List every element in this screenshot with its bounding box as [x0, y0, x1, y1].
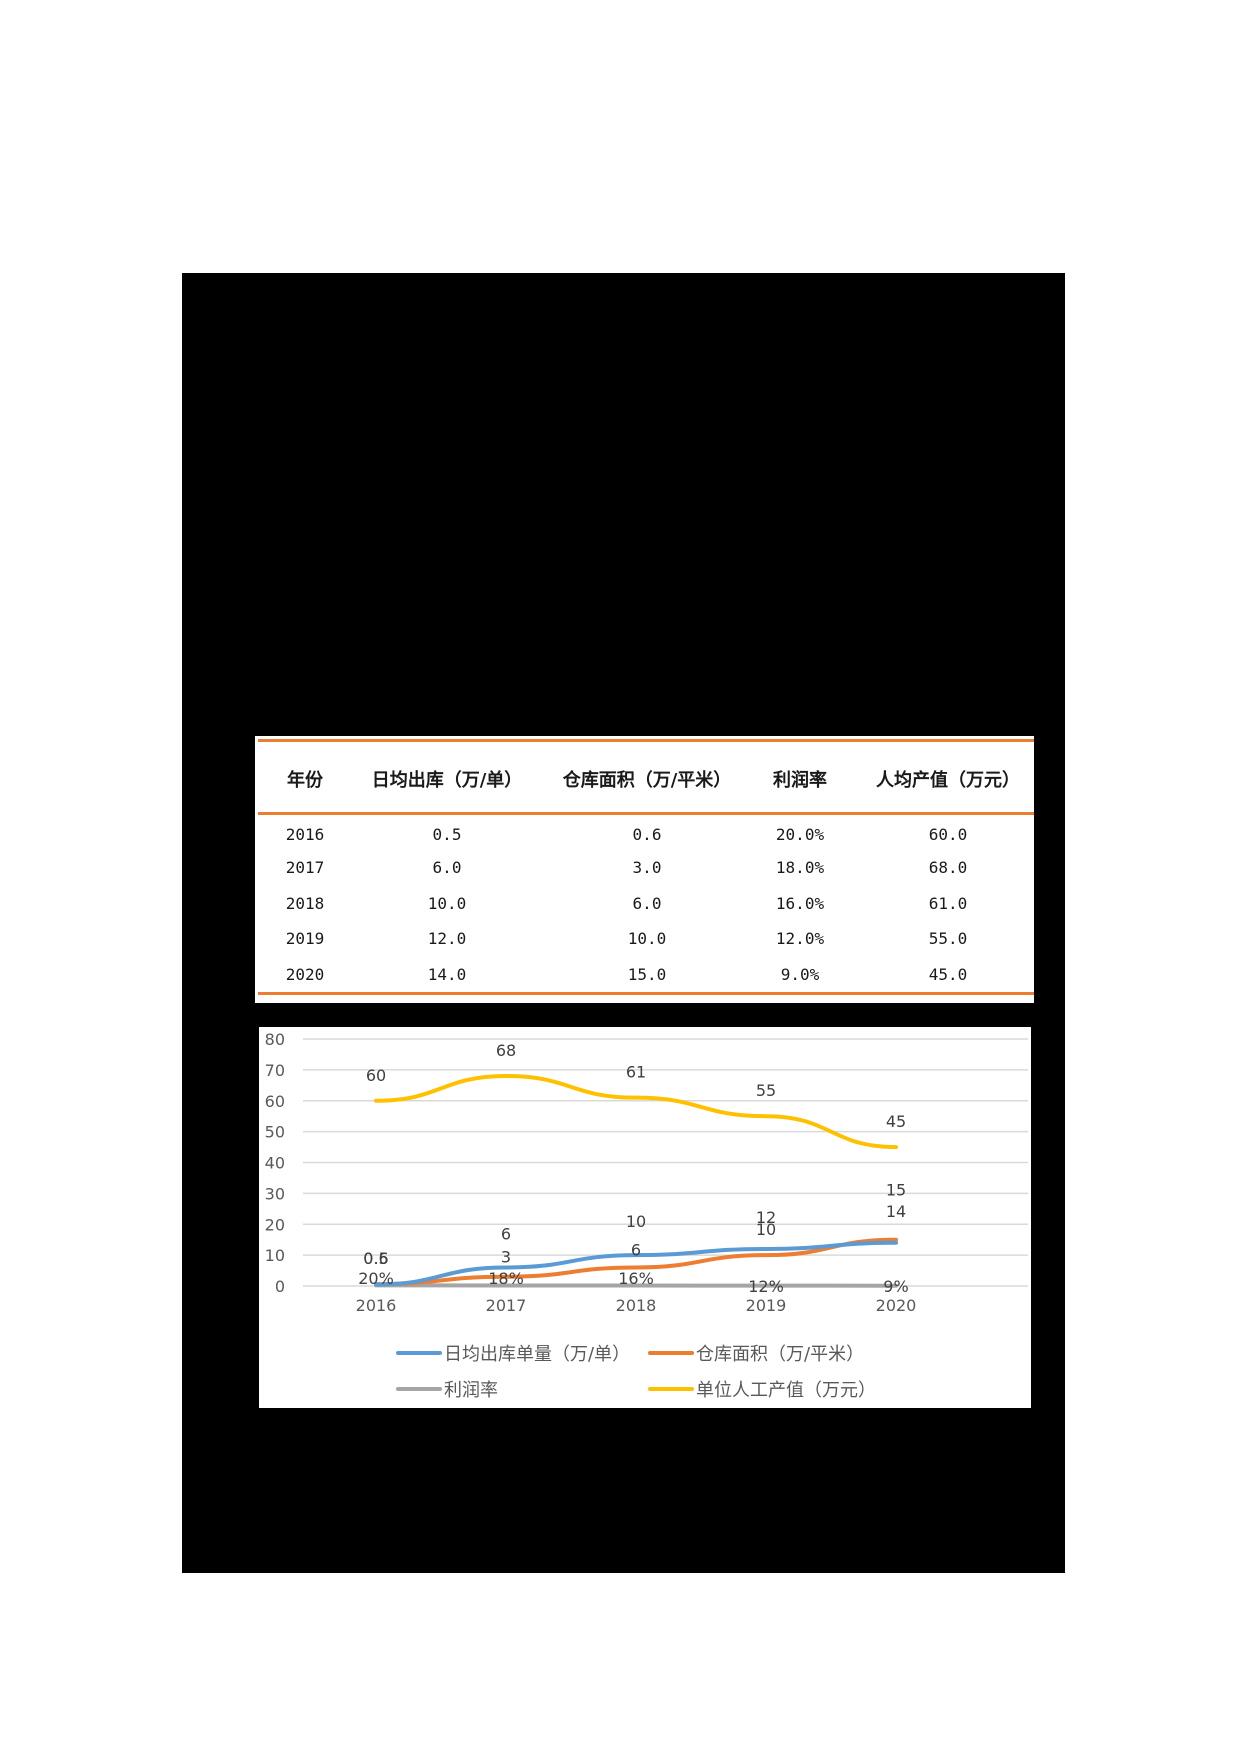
table-cell: 2020: [285, 965, 325, 984]
table-cell: 16.0%: [775, 894, 825, 913]
x-tick-label: 2019: [746, 1296, 787, 1315]
series-line: [374, 1237, 898, 1287]
table-top-rule: [258, 739, 1034, 742]
data-label: 6: [501, 1224, 511, 1243]
data-label: 12%: [748, 1277, 784, 1296]
table-cell: 9.0%: [780, 965, 820, 984]
legend-item-profit-rate: 利润率: [396, 1376, 498, 1402]
y-tick-label: 10: [265, 1246, 285, 1265]
data-label: 55: [756, 1081, 776, 1100]
y-tick-label: 70: [265, 1061, 285, 1080]
series-line: [374, 1074, 898, 1150]
header-warehouse-area: 仓库面积（万/平米）: [562, 770, 732, 791]
data-label: 16%: [618, 1269, 654, 1288]
legend-item-daily-outbound: 日均出库单量（万/单）: [396, 1340, 630, 1366]
table-cell: 55.0: [928, 929, 968, 948]
y-tick-label: 20: [265, 1215, 285, 1234]
y-tick-label: 60: [265, 1092, 285, 1111]
table-cell: 6.0: [432, 858, 462, 877]
data-label: 10: [756, 1220, 776, 1239]
data-label: 45: [886, 1112, 906, 1131]
data-label: 10: [626, 1212, 646, 1231]
table-cell: 0.5: [432, 825, 462, 844]
legend-swatch: [648, 1387, 694, 1391]
table-cell: 2019: [285, 929, 325, 948]
header-daily-outbound: 日均出库（万/单）: [371, 770, 523, 791]
y-tick-label: 30: [265, 1184, 285, 1203]
table-cell: 10.0: [627, 929, 667, 948]
data-label: 12: [756, 1208, 776, 1227]
table-cell: 12.0: [427, 929, 467, 948]
y-tick-label: 80: [265, 1030, 285, 1049]
data-label: 14: [886, 1202, 906, 1221]
table-cell: 10.0: [427, 894, 467, 913]
table-cell: 0.6: [632, 825, 662, 844]
table-cell: 15.0: [627, 965, 667, 984]
data-label: 0.5: [363, 1249, 388, 1268]
data-label: 9%: [883, 1277, 908, 1296]
header-year: 年份: [287, 770, 323, 791]
x-tick-label: 2016: [356, 1296, 397, 1315]
table-cell: 14.0: [427, 965, 467, 984]
legend-item-per-capita-output: 单位人工产值（万元）: [648, 1376, 876, 1402]
data-label: 0.6: [363, 1249, 388, 1268]
table-cell: 45.0: [928, 965, 968, 984]
table-cell: 60.0: [928, 825, 968, 844]
table-cell: 18.0%: [775, 858, 825, 877]
data-label: 15: [886, 1181, 906, 1200]
legend-label: 仓库面积（万/平米）: [696, 1344, 865, 1365]
table-cell: 2017: [285, 858, 325, 877]
legend-label: 日均出库单量（万/单）: [444, 1344, 631, 1365]
y-tick-label: 40: [265, 1154, 285, 1173]
chart-plot-area: 0 10 20 30 40 50 60 70 80 2016 2017 2018 2019 2020 0.5…: [265, 1030, 1028, 1315]
table-cell: 68.0: [928, 858, 968, 877]
header-per-capita-output: 人均产值（万元）: [876, 770, 1020, 791]
data-label: 61: [626, 1063, 646, 1082]
data-label: 60: [366, 1066, 386, 1085]
y-tick-label: 50: [265, 1123, 285, 1142]
data-table: 年份 日均出库（万/单） 仓库面积（万/平米） 利润率 人均产值（万元） 201…: [255, 736, 1034, 1003]
table-bottom-rule: [258, 992, 1034, 995]
legend-label: 利润率: [444, 1380, 498, 1401]
legend-swatch: [648, 1351, 694, 1355]
line-chart: 0 10 20 30 40 50 60 70 80 2016 2017 2018 2019 2020 0.5…: [259, 1027, 1031, 1408]
table-cell: 6.0: [632, 894, 662, 913]
header-profit-rate: 利润率: [773, 770, 827, 791]
x-tick-label: 2017: [486, 1296, 527, 1315]
x-tick-label: 2020: [876, 1296, 917, 1315]
legend-label: 单位人工产值（万元）: [696, 1380, 876, 1401]
table-cell: 20.0%: [775, 825, 825, 844]
data-label: 20%: [358, 1269, 394, 1288]
table-cell: 61.0: [928, 894, 968, 913]
table-cell: 12.0%: [775, 929, 825, 948]
y-tick-label: 0: [275, 1277, 285, 1296]
table-cell: 3.0: [632, 858, 662, 877]
data-label: 18%: [488, 1269, 524, 1288]
data-label: 3: [501, 1248, 511, 1267]
data-label: 6: [631, 1240, 641, 1259]
legend-swatch: [396, 1387, 442, 1391]
table-header-rule: [258, 812, 1034, 815]
table-cell: 2018: [285, 894, 325, 913]
table-cell: 2016: [285, 825, 325, 844]
series-line: [374, 1240, 898, 1287]
x-tick-label: 2018: [616, 1296, 657, 1315]
legend-item-warehouse-area: 仓库面积（万/平米）: [648, 1340, 864, 1366]
legend-swatch: [396, 1351, 442, 1355]
data-label: 68: [496, 1041, 516, 1060]
